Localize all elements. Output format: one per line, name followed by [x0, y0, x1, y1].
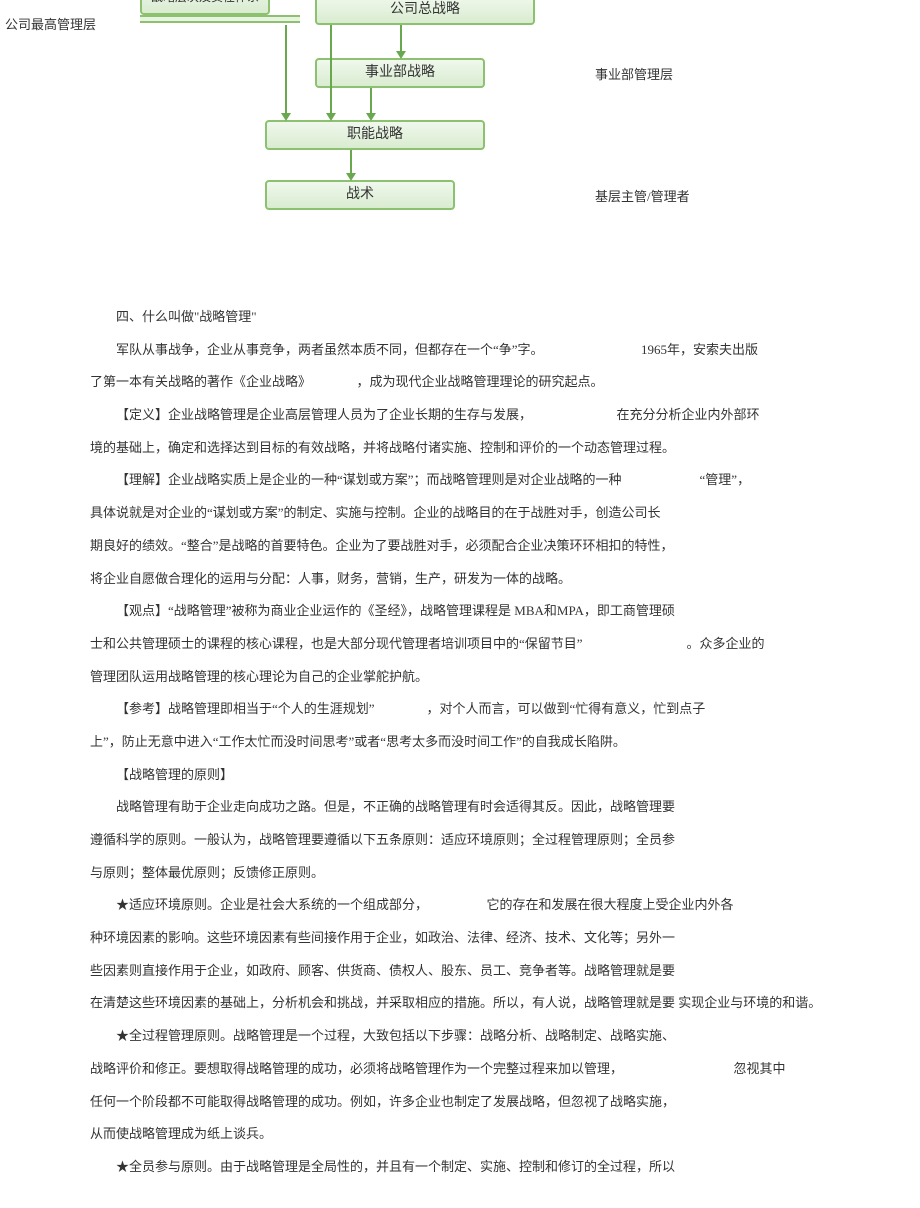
header-box-text: 战略层次及责任体系: [151, 0, 259, 5]
label-strategy-level: 战略层次: [5, 0, 57, 3]
para-view-c: 管理团队运用战略管理的核心理论为自己的企业掌舵护航。: [90, 665, 840, 690]
box2-text: 事业部战略: [365, 62, 435, 84]
arrow-line-3: [370, 88, 372, 115]
para-10: ★全员参与原则。由于战略管理是全局性的，并且有一个制定、实施、控制和修订的全过程…: [90, 1155, 840, 1180]
arrow-head-2: [396, 51, 406, 59]
para-1b: 了第一本有关战略的著作《企业战略》 ，成为现代企业战略管理理论的研究起点。: [90, 370, 840, 395]
box1-text: 公司总战略: [390, 0, 460, 21]
para-def: 【定义】企业战略管理是企业高层管理人员为了企业长期的生存与发展， 在充分分析企业…: [90, 403, 840, 428]
arrow-head-5: [281, 113, 291, 121]
document-body: 四、什么叫做"战略管理" 军队从事战争，企业从事竞争，两者虽然本质不同，但都存在…: [0, 280, 920, 1208]
para-8c: 些因素则直接作用于企业，如政府、顾客、供货商、债权人、股东、员工、竞争者等。战略…: [90, 959, 840, 984]
para-understand-c: 期良好的绩效。“整合”是战略的首要特色。企业为了要战胜对手，必须配合企业决策环环…: [90, 534, 840, 559]
box-division-strategy: 事业部战略: [315, 58, 485, 88]
box-tactics: 战术: [265, 180, 455, 210]
arrow-head-1: [326, 113, 336, 121]
label-division-mgmt: 事业部管理层: [595, 65, 673, 86]
para-1: 军队从事战争，企业从事竞争，两者虽然本质不同，但都存在一个“争”字。 1965年…: [90, 338, 840, 363]
para-9b: 战略评价和修正。要想取得战略管理的成功，必须将战略管理作为一个完整过程来加以管理…: [90, 1057, 840, 1082]
box4-text: 战术: [346, 184, 374, 206]
para-7: 战略管理有助于企业走向成功之路。但是，不正确的战略管理有时会适得其反。因此，战略…: [90, 795, 840, 820]
arrow-line-2: [400, 25, 402, 53]
strategy-hierarchy-diagram: 战略层次 公司最高管理层 战略层次及责任体系 职能部门负责人 负责人 事业部管理…: [0, 10, 920, 270]
para-understand: 【理解】企业战略实质上是企业的一种“谋划或方案”；而战略管理则是对企业战略的一种…: [90, 468, 840, 493]
box3-text: 职能战略: [347, 124, 403, 146]
arrow-line-1: [330, 25, 332, 115]
para-9c: 任何一个阶段都不可能取得战略管理的成功。例如，许多企业也制定了发展战略，但忽视了…: [90, 1090, 840, 1115]
para-view: 【观点】“战略管理”被称为商业企业运作的《圣经》，战略管理课程是 MBA和MPA…: [90, 599, 840, 624]
label-base-supervisor: 基层主管/管理者: [595, 187, 690, 208]
para-8d: 在清楚这些环境因素的基础上，分析机会和挑战，并采取相应的措施。所以，有人说，战略…: [90, 991, 840, 1016]
header-box: 战略层次及责任体系: [140, 0, 270, 15]
para-ref-b: 上”，防止无意中进入“工作太忙而没时间思考”或者“思考太多而没时间工作”的自我成…: [90, 730, 840, 755]
arrow-line-4: [350, 150, 352, 175]
para-ref: 【参考】战略管理即相当于“个人的生涯规划” ，对个人而言，可以做到“忙得有意义，…: [90, 697, 840, 722]
arrow-head-4: [346, 173, 356, 181]
arrow-line-5: [285, 25, 287, 115]
section-title: 四、什么叫做"战略管理": [90, 305, 840, 330]
para-understand-b: 具体说就是对企业的“谋划或方案”的制定、实施与控制。企业的战略目的在于战胜对手，…: [90, 501, 840, 526]
para-8: ★适应环境原则。企业是社会大系统的一个组成部分， 它的存在和发展在很大程度上受企…: [90, 893, 840, 918]
para-9d: 从而使战略管理成为纸上谈兵。: [90, 1122, 840, 1147]
para-understand-d: 将企业自愿做合理化的运用与分配：人事，财务，营销，生产，研发为一体的战略。: [90, 567, 840, 592]
para-def-b: 境的基础上，确定和选择达到目标的有效战略，并将战略付诸实施、控制和评价的一个动态…: [90, 436, 840, 461]
box-function-strategy: 职能战略: [265, 120, 485, 150]
para-7b: 遵循科学的原则。一般认为，战略管理要遵循以下五条原则：适应环境原则；全过程管理原…: [90, 828, 840, 853]
label-function-head-b: 负责人: [775, 0, 814, 1]
para-view-b: 士和公共管理硕士的课程的核心课程，也是大部分现代管理者培训项目中的“保留节目” …: [90, 632, 840, 657]
box-corporate-strategy: 公司总战略: [315, 0, 535, 25]
decoration-bar: [140, 15, 300, 23]
para-8b: 种环境因素的影响。这些环境因素有些间接作用于企业，如政治、法律、经济、技术、文化…: [90, 926, 840, 951]
arrow-head-3: [366, 113, 376, 121]
label-top-management: 公司最高管理层: [5, 15, 96, 36]
para-7c: 与原则；整体最优原则；反馈修正原则。: [90, 861, 840, 886]
para-principles-title: 【战略管理的原则】: [90, 763, 840, 788]
para-9: ★全过程管理原则。战略管理是一个过程，大致包括以下步骤：战略分析、战略制定、战略…: [90, 1024, 840, 1049]
